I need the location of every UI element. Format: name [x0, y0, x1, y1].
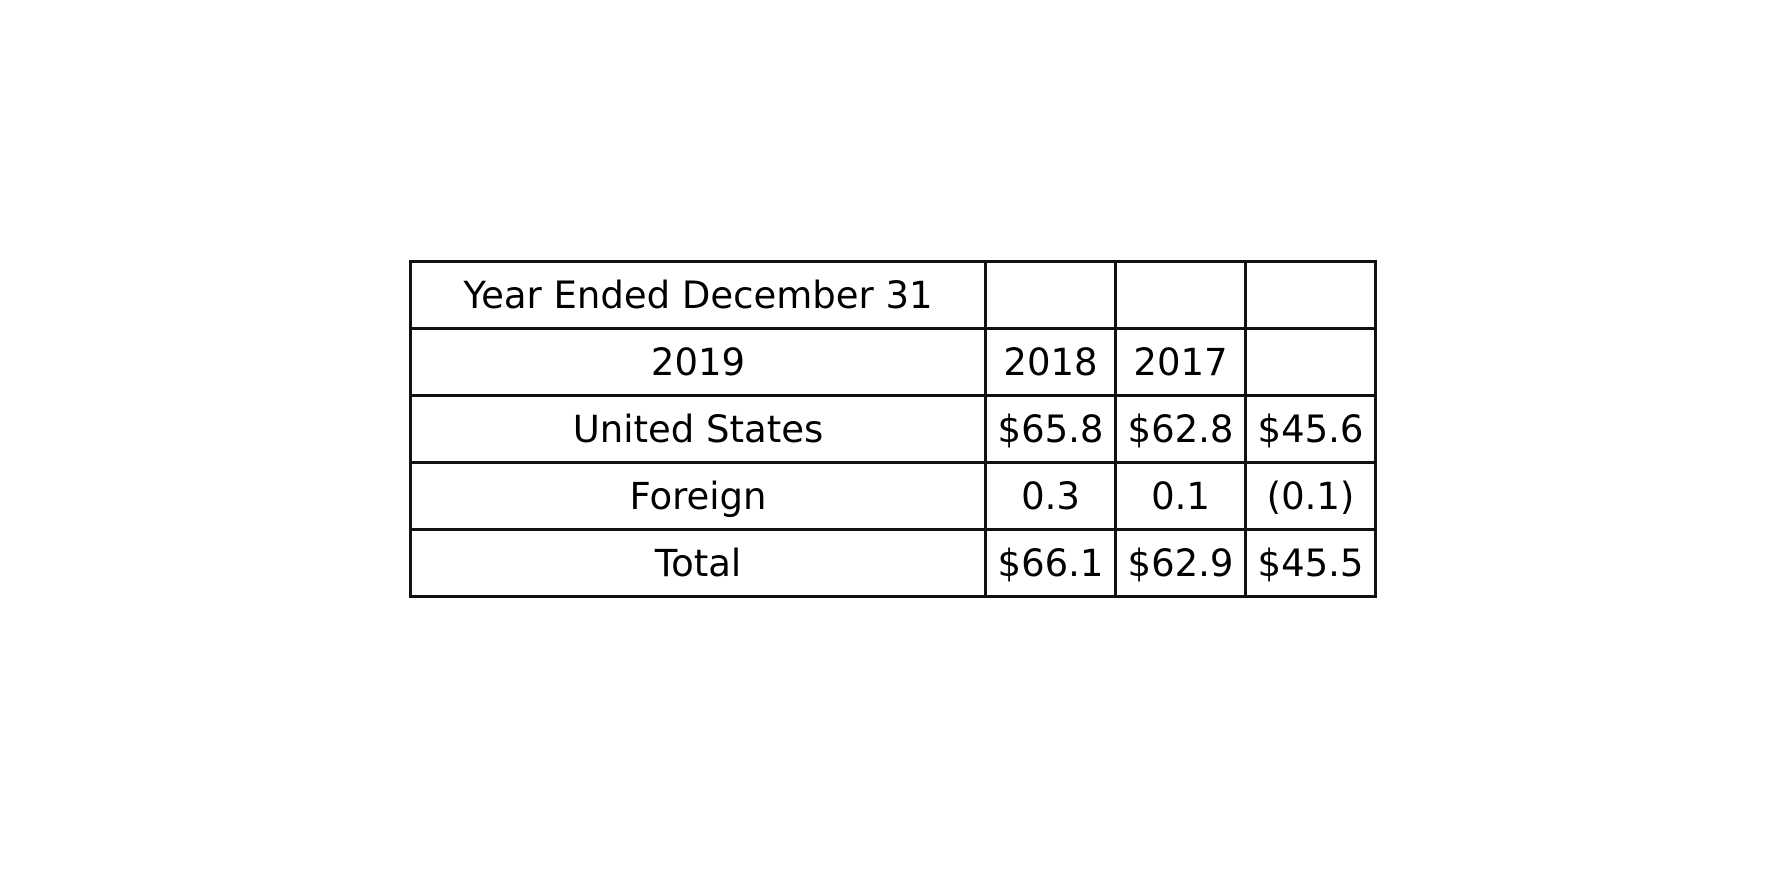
table-cell: 2019 — [409, 327, 987, 397]
table-row-foreign: Foreign 0.3 0.1 (0.1) — [409, 461, 1377, 531]
table-row-total: Total $66.1 $62.9 $45.5 — [409, 528, 1377, 598]
table-cell: $62.9 — [1114, 528, 1247, 598]
table-cell — [1114, 260, 1247, 330]
table-cell: Total — [409, 528, 987, 598]
table-row-years: 2019 2018 2017 — [409, 327, 1377, 397]
table-cell: Year Ended December 31 — [409, 260, 987, 330]
table-cell — [984, 260, 1117, 330]
table-cell: $65.8 — [984, 394, 1117, 464]
table-cell: 0.3 — [984, 461, 1117, 531]
table-row-header: Year Ended December 31 — [409, 260, 1377, 330]
table-row-united-states: United States $65.8 $62.8 $45.6 — [409, 394, 1377, 464]
table-cell: 0.1 — [1114, 461, 1247, 531]
table-cell: 2018 — [984, 327, 1117, 397]
table-cell: 2017 — [1114, 327, 1247, 397]
table-cell — [1244, 327, 1377, 397]
table-cell: United States — [409, 394, 987, 464]
table-cell: $62.8 — [1114, 394, 1247, 464]
table-cell: $66.1 — [984, 528, 1117, 598]
table-cell — [1244, 260, 1377, 330]
table-cell: Foreign — [409, 461, 987, 531]
table-cell: $45.5 — [1244, 528, 1377, 598]
table-cell: (0.1) — [1244, 461, 1377, 531]
financial-table: Year Ended December 31 2019 2018 2017 Un… — [409, 260, 1377, 598]
table-cell: $45.6 — [1244, 394, 1377, 464]
